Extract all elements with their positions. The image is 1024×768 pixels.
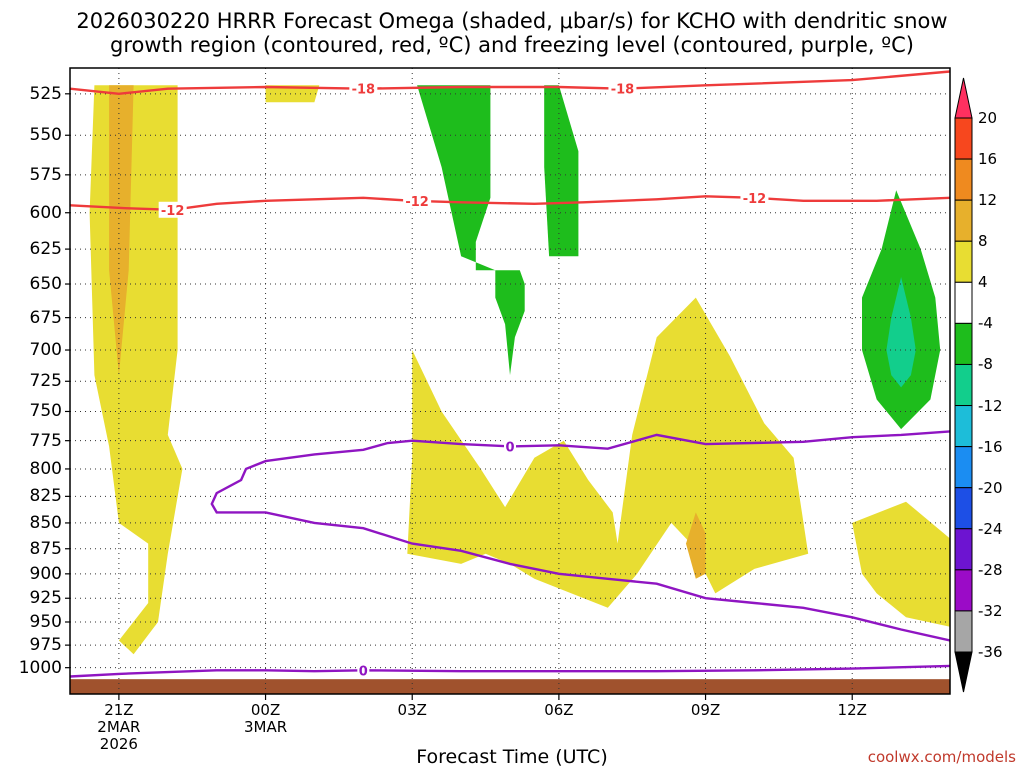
colorbar-segment [954, 405, 973, 448]
dgz-contour-0-line [70, 70, 950, 96]
colorbar-label: 20 [978, 109, 998, 127]
omega-shade-4 [109, 85, 134, 376]
colorbar-label: -16 [978, 437, 1003, 456]
colorbar-label: -20 [978, 478, 1003, 497]
colorbar-label: -24 [978, 519, 1003, 538]
x-tick-label: 00Z 3MAR [243, 701, 288, 736]
freezing-contour-1-label: 0 [359, 664, 368, 679]
colorbar-label: 8 [978, 232, 988, 251]
dgz-contour-0-label: -18 [611, 83, 635, 98]
y-tick-label: 850 [29, 512, 62, 533]
colorbar-segment [954, 158, 973, 201]
chart-title-line1: 2026030220 HRRR Forecast Omega (shaded, … [76, 9, 948, 33]
colorbar-segment [954, 446, 973, 489]
colorbar-segment [954, 528, 973, 571]
y-tick-label: 825 [29, 486, 62, 507]
y-tick-label: 900 [29, 563, 62, 584]
colorbar-label: -36 [978, 643, 1003, 661]
omega-shade-0 [89, 85, 183, 655]
freezing-contour-0-label-bg [504, 438, 516, 455]
colorbar-label: -8 [978, 355, 993, 374]
colorbar-bottom-arrow [954, 651, 973, 693]
y-tick-label: 775 [29, 430, 62, 451]
colorbar-segment [954, 240, 973, 283]
y-tick-label: 725 [29, 371, 62, 392]
colorbar-segment [954, 117, 973, 160]
dgz-contour-1-label: -12 [161, 204, 185, 219]
colorbar-segment [954, 281, 973, 324]
x-tick-label: 12Z [837, 701, 867, 719]
dgz-contour-0-label-bg [349, 80, 378, 97]
colorbar-top-arrow [954, 77, 973, 119]
y-tick-label: 975 [29, 635, 62, 656]
x-tick-label: 06Z [544, 701, 574, 719]
freezing-contour-0-label: 0 [505, 440, 514, 455]
colorbar-segment [954, 199, 973, 242]
y-tick-label: 625 [29, 239, 62, 260]
x-tick-label: 03Z [397, 701, 427, 719]
colorbar-label: 16 [978, 150, 998, 169]
freezing-contour-1-label-bg [357, 662, 370, 679]
dgz-contour-1-label: -12 [743, 192, 767, 207]
colorbar-label: 4 [978, 273, 988, 292]
y-tick-label: 675 [29, 307, 62, 328]
dgz-contour-1-label-bg [740, 189, 769, 206]
omega-shade-2 [407, 297, 809, 608]
surface-ground [70, 679, 950, 694]
colorbar-label: -12 [978, 396, 1003, 415]
colorbar-label: 12 [978, 191, 998, 210]
omega-shade-1 [265, 85, 320, 103]
y-tick-label: 600 [29, 202, 62, 223]
plot-area: -18 -18 -12 -12 -12 0 0 [70, 68, 950, 694]
y-tick-label: 750 [29, 401, 62, 422]
omega-shade-3 [852, 501, 950, 627]
colorbar-segment [954, 569, 973, 612]
y-tick-label: 800 [29, 458, 62, 479]
dgz-contour-1-label-bg [403, 192, 432, 209]
colorbar-segment [954, 487, 973, 530]
dgz-contour-1-line [70, 195, 950, 212]
colorbar [954, 77, 973, 693]
x-tick-label: 21Z 2MAR 2026 [97, 701, 141, 753]
freezing-contour-0-line [210, 430, 950, 642]
omega-shade-5 [686, 512, 706, 579]
x-tick-label: 09Z [690, 701, 721, 719]
y-tick-label: 950 [29, 611, 62, 632]
omega-shade-6 [417, 85, 525, 376]
y-tick-label: 575 [29, 164, 62, 185]
y-tick-label: 700 [29, 340, 62, 361]
colorbar-label: -4 [978, 314, 993, 333]
chart-title-line2: growth region (contoured, red, ºC) and f… [110, 33, 914, 57]
colorbar-label: -32 [978, 601, 1003, 620]
dgz-contour-0-label-bg [608, 80, 637, 97]
y-tick-label: 525 [29, 83, 62, 104]
omega-shade-9 [886, 277, 916, 388]
colorbar-segment [954, 363, 973, 407]
y-tick-label: 650 [29, 274, 62, 295]
y-tick-label: 1000 [18, 657, 62, 678]
colorbar-segment [954, 610, 973, 653]
x-axis-title: Forecast Time (UTC) [416, 746, 608, 768]
dgz-contour-1-label-bg [158, 201, 187, 218]
omega-shade-7 [544, 85, 579, 257]
credit-text[interactable]: coolwx.com/models [867, 748, 1016, 766]
y-tick-label: 925 [29, 588, 62, 609]
colorbar-label: -28 [978, 560, 1003, 579]
y-tick-label: 875 [29, 538, 62, 559]
y-tick-label: 550 [29, 125, 62, 146]
dgz-contour-0-label: -18 [352, 83, 376, 98]
dgz-contour-1-label: -12 [405, 195, 429, 210]
colorbar-segment [954, 322, 973, 365]
